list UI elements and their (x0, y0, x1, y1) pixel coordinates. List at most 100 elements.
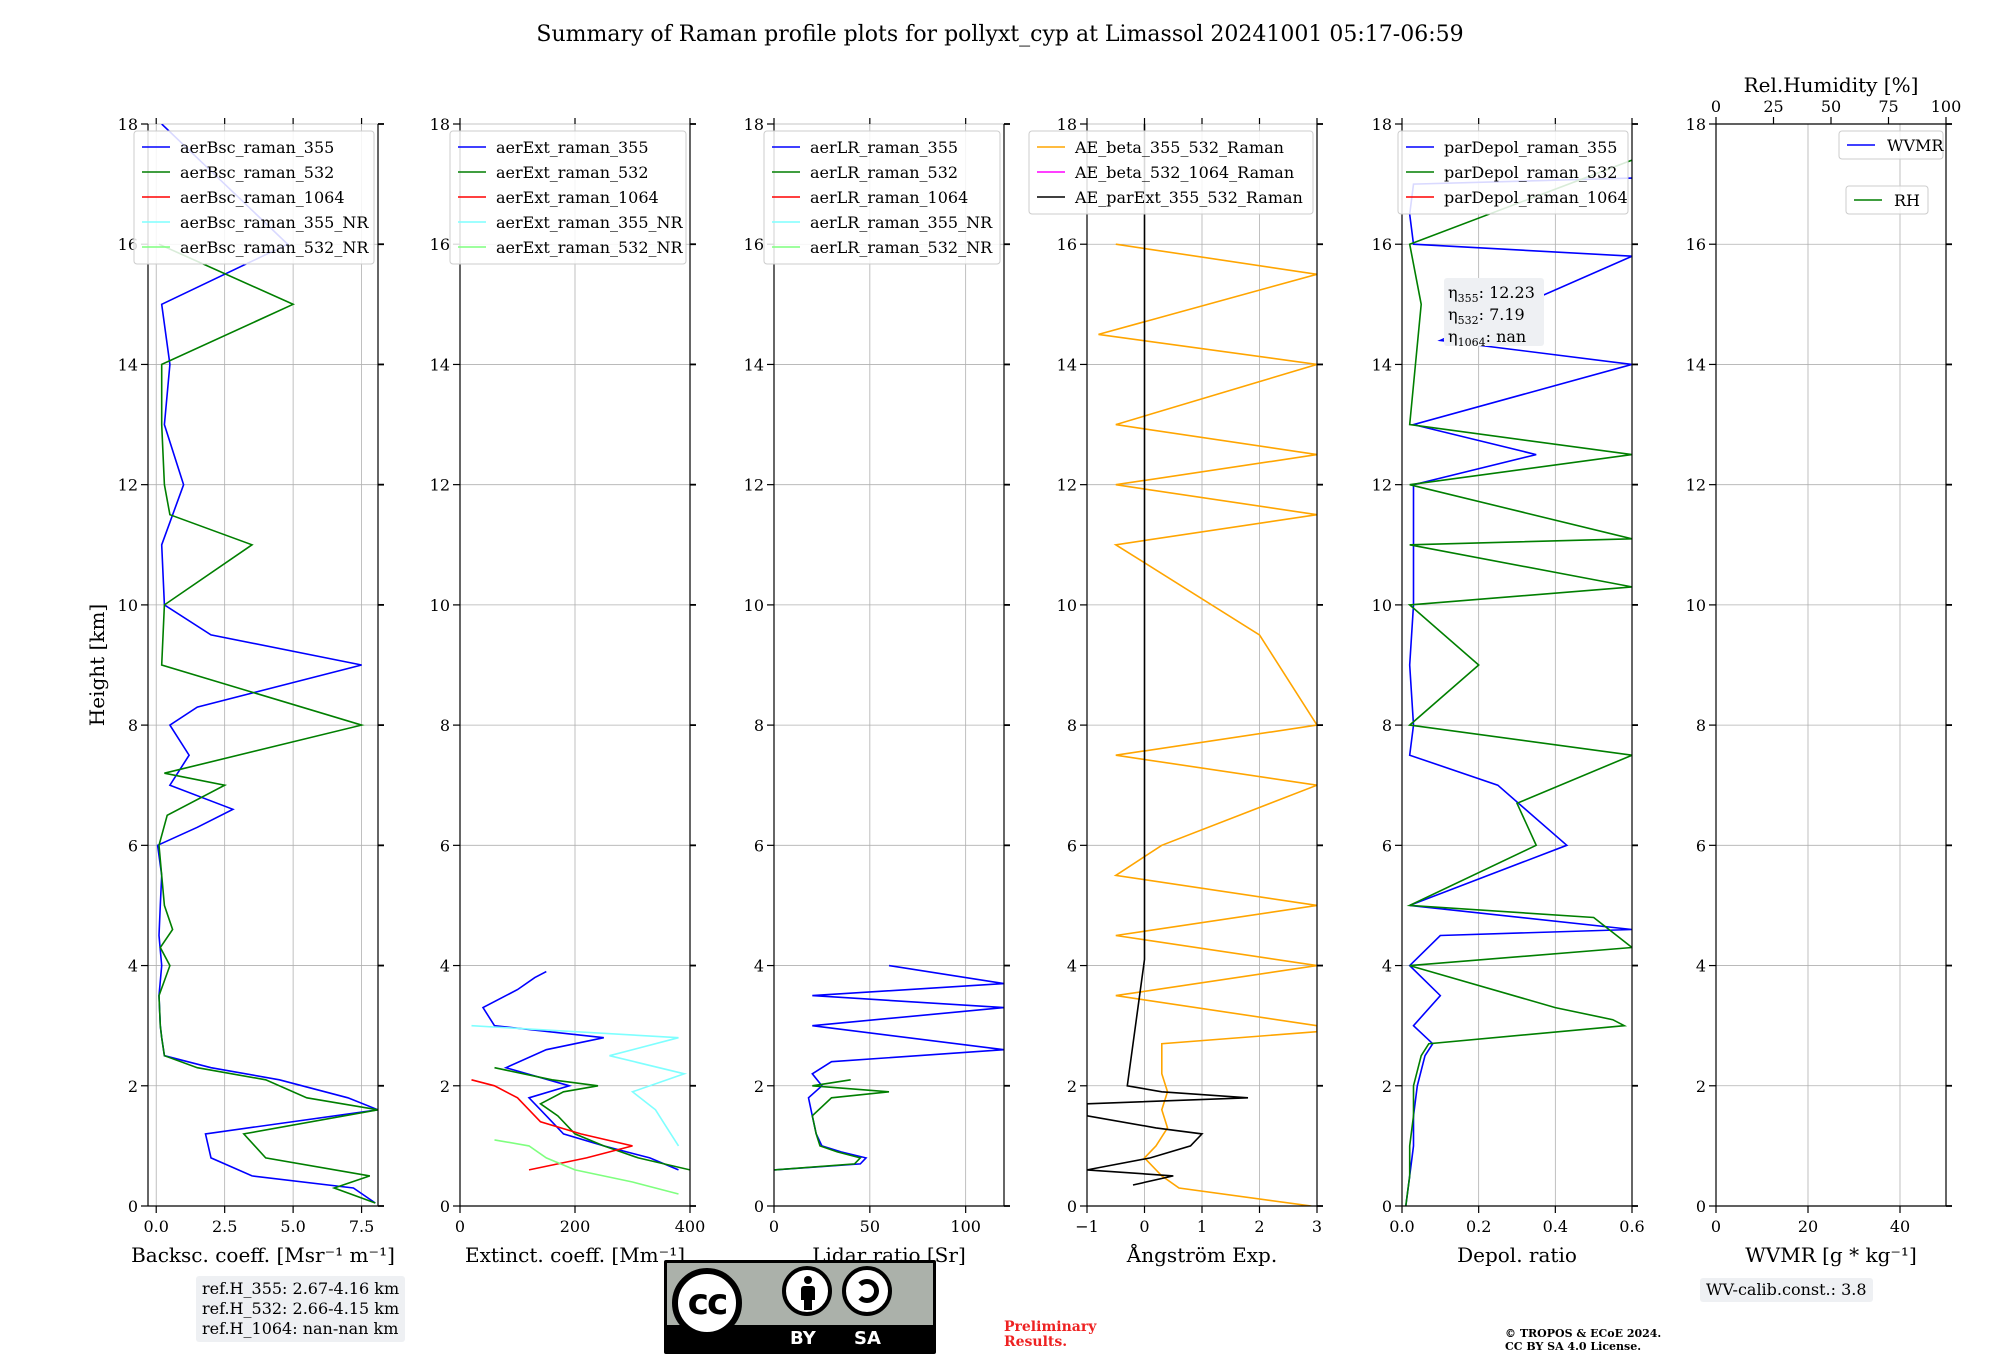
series-line-parDepol_raman_532 (1405, 159, 1632, 1206)
y-tick-label: 8 (440, 716, 450, 735)
eta-subscript: 355 (1458, 292, 1479, 305)
series-line-aerExt_raman_355 (481, 970, 679, 1171)
series-line-aerExt_raman_1064 (471, 1079, 633, 1171)
series-line-AE_parExt_355_532_Raman (1087, 124, 1249, 1186)
y-tick-label: 14 (1686, 355, 1706, 374)
y-tick-label: 4 (440, 957, 450, 976)
x-tick-label: 40 (1890, 1217, 1910, 1236)
y-tick-label: 16 (1686, 235, 1706, 254)
y-axis-label: Height [km] (85, 604, 109, 726)
y-tick-label: 12 (430, 476, 450, 495)
x-axis-label: Ångström Exp. (1126, 1242, 1277, 1267)
y-tick-label: 4 (1696, 957, 1706, 976)
y-tick-label: 14 (744, 355, 764, 374)
legend-box (1845, 185, 1929, 215)
eta-symbol: η (1448, 283, 1458, 302)
y-tick-label: 4 (1382, 957, 1392, 976)
legend-label-aerExt_raman_532_NR: aerExt_raman_532_NR (496, 238, 684, 257)
figure-title: Summary of Raman profile plots for polly… (536, 22, 1464, 47)
y-tick-label: 18 (744, 115, 764, 134)
legend-label-aerExt_raman_355_NR: aerExt_raman_355_NR (496, 213, 684, 232)
y-tick-label: 10 (744, 596, 764, 615)
legend-label-aerLR_raman_1064: aerLR_raman_1064 (810, 188, 968, 207)
y-tick-label: 0 (1067, 1197, 1077, 1216)
y-tick-label: 14 (1372, 355, 1392, 374)
x-tick-label: 0 (1711, 1217, 1721, 1236)
y-tick-label: 12 (1686, 476, 1706, 495)
x-tick-label: 0 (1139, 1217, 1149, 1236)
legend-label-AE_beta_532_1064_Raman: AE_beta_532_1064_Raman (1074, 163, 1294, 182)
legend-label-RH: RH (1894, 191, 1920, 210)
y-tick-label: 2 (128, 1077, 138, 1096)
panel-ext: 0 2 4 6 8 10 12 14 16 18 0 200 400 Extinct. coeff. [M… (430, 115, 706, 1267)
y-tick-label: 6 (1696, 836, 1706, 855)
x-tick-label: 2 (1254, 1217, 1264, 1236)
legend-label-AE_parExt_355_532_Raman: AE_parExt_355_532_Raman (1074, 188, 1303, 207)
y-tick-label: 2 (1067, 1077, 1077, 1096)
legend-box (1028, 130, 1314, 215)
x-tick-label: 1 (1197, 1217, 1207, 1236)
eta-value: : nan (1486, 327, 1527, 346)
x-tick-label: 5.0 (280, 1217, 305, 1236)
y-tick-label: 10 (1372, 596, 1392, 615)
y-tick-label: 2 (440, 1077, 450, 1096)
eta-annotation-355: η355: 12.23 (1448, 283, 1535, 305)
y-tick-label: 12 (1057, 476, 1077, 495)
y-tick-label: 6 (1382, 836, 1392, 855)
y-tick-label: 10 (1057, 596, 1077, 615)
x-tick-label: 400 (675, 1217, 706, 1236)
y-tick-label: 10 (1686, 596, 1706, 615)
legend-label-aerLR_raman_355: aerLR_raman_355 (810, 138, 958, 157)
preliminary-note: Preliminary Results. (1004, 1320, 1096, 1350)
y-tick-label: 18 (430, 115, 450, 134)
x-tick-label: 0 (455, 1217, 465, 1236)
x-axis-label: Extinct. coeff. [Mm⁻¹] (465, 1243, 685, 1267)
legend-label-aerBsc_raman_532_NR: aerBsc_raman_532_NR (180, 238, 369, 257)
y-tick-label: 12 (744, 476, 764, 495)
y-tick-label: 8 (1067, 716, 1077, 735)
eta-box (1444, 278, 1544, 346)
y-tick-label: 0 (1382, 1197, 1392, 1216)
eta-value: : 12.23 (1479, 283, 1535, 302)
refh-355: ref.H_355: 2.67-4.16 km (202, 1279, 400, 1298)
legend-label-aerExt_raman_355: aerExt_raman_355 (496, 138, 649, 157)
x-tick-label: 0.4 (1543, 1217, 1568, 1236)
license-by-label: BY (790, 1328, 816, 1349)
x-tick-label: 0.6 (1619, 1217, 1644, 1236)
legend-label-aerExt_raman_1064: aerExt_raman_1064 (496, 188, 659, 207)
eta-value: : 7.19 (1479, 305, 1525, 324)
top-x-tick-label: 75 (1878, 97, 1898, 116)
series-group (471, 970, 690, 1195)
legend-label-parDepol_raman_355: parDepol_raman_355 (1444, 138, 1617, 157)
top-x-axis-label: Rel.Humidity [%] (1744, 73, 1919, 97)
panel-depol: 0 2 4 6 8 10 12 14 16 18 0.0 0.2 0.4 0.6 Depol. ratio p… (1372, 115, 1645, 1267)
attribution-person-icon (782, 1266, 832, 1316)
series-line-aerExt_raman_355_NR (471, 1024, 688, 1147)
panel-wv: 0 2 4 6 8 10 12 14 16 18 0 20 40 WVMR [g * kg⁻¹] 0 25 50… (1686, 73, 1962, 1267)
legend-label-parDepol_raman_1064: parDepol_raman_1064 (1444, 188, 1628, 207)
y-tick-label: 8 (1696, 716, 1706, 735)
y-tick-label: 6 (440, 836, 450, 855)
y-tick-label: 12 (118, 476, 138, 495)
x-tick-label: 0 (769, 1217, 779, 1236)
license-sa-label: SA (854, 1328, 881, 1349)
series-line-aerExt_raman_532_NR (494, 1139, 679, 1195)
series-group (156, 124, 378, 1204)
y-tick-label: 12 (1372, 476, 1392, 495)
y-tick-label: 10 (118, 596, 138, 615)
legend-label-aerLR_raman_355_NR: aerLR_raman_355_NR (810, 213, 993, 232)
x-tick-label: 3 (1312, 1217, 1322, 1236)
y-tick-label: 0 (754, 1197, 764, 1216)
y-tick-label: 8 (128, 716, 138, 735)
y-tick-label: 0 (128, 1197, 138, 1216)
y-tick-label: 18 (1057, 115, 1077, 134)
y-tick-label: 14 (118, 355, 138, 374)
legend-label-aerExt_raman_532: aerExt_raman_532 (496, 163, 649, 182)
y-tick-label: 0 (1696, 1197, 1706, 1216)
x-tick-label: 2.5 (212, 1217, 237, 1236)
series-line-aerLR_raman_532 (774, 1079, 890, 1171)
y-tick-label: 6 (1067, 836, 1077, 855)
y-tick-label: 14 (1057, 355, 1077, 374)
